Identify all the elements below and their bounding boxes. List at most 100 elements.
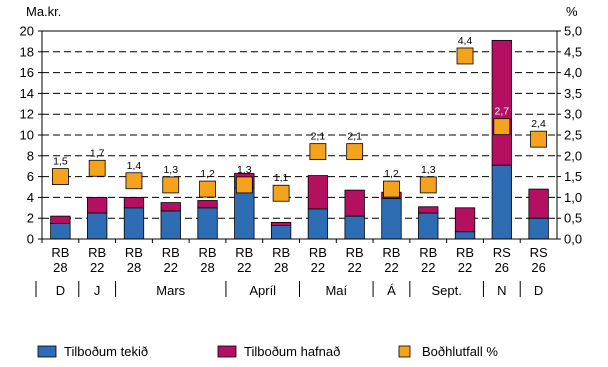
category-label-line1: RB [346,245,364,260]
legend-swatch [398,345,411,358]
right-tick-label: 4,0 [564,65,582,80]
bar-tilbodum-hafnad [160,202,181,212]
ratio-marker [530,130,548,148]
category-label-line2: 28 [274,260,288,275]
right-tick-label: 1,0 [564,190,582,205]
right-tick-label: 1,5 [564,169,582,184]
month-label: N [497,283,506,298]
ratio-label: 1,2 [384,168,399,180]
bar-tilbodum-tekid [50,222,71,240]
ratio-label: 2,1 [311,131,326,143]
bar-tilbodum-tekid [491,164,512,240]
right-tick-label: 5,0 [564,24,582,39]
ratio-marker [383,180,400,198]
ratio-label: 2,4 [531,118,546,130]
right-tick-label: 0,5 [564,211,582,226]
legend-swatch [37,345,57,358]
ratio-label: 1,7 [90,147,105,159]
bar-tilbodum-hafnad [344,189,365,217]
left-tick-label: 8 [27,148,34,163]
bar-tilbodum-tekid [197,207,218,240]
bar-tilbodum-hafnad [197,200,218,209]
left-axis-unit: Ma.kr. [26,4,61,19]
bar-tilbodum-hafnad [50,215,71,224]
ratio-label: 4,4 [458,35,473,47]
ratio-label: 1,2 [200,168,215,180]
category-label-line2: 22 [164,260,178,275]
category-label-line1: RB [199,245,217,260]
ratio-label: 2,1 [347,131,362,143]
right-tick-label: 0,0 [564,232,582,247]
category-label-line1: RB [125,245,143,260]
bar-tilbodum-hafnad [307,175,329,210]
category-label-line1: RB [272,245,290,260]
ratio-label: 1,5 [53,156,68,168]
ratio-label: 1,3 [237,164,252,176]
left-tick-label: 10 [20,128,34,143]
category-label-line1: RB [382,245,400,260]
bar-tilbodum-tekid [528,217,549,240]
category-label-line1: RB [235,245,253,260]
month-label: Maí [325,283,347,298]
bar-tilbodum-tekid [87,212,108,240]
month-label: Mars [156,283,185,298]
category-label-line2: 26 [495,260,509,275]
category-label-line2: 22 [311,260,325,275]
category-label-line2: 22 [237,260,251,275]
ratio-marker [125,172,143,190]
left-tick-label: 2 [27,211,34,226]
ratio-marker [272,184,290,202]
bar-tilbodum-tekid [123,207,145,240]
ratio-marker [51,168,69,186]
left-tick-label: 12 [20,107,34,122]
category-label-line1: RB [51,245,69,260]
ratio-label: 2,7 [495,106,510,118]
category-label-line1: RB [456,245,474,260]
bar-tilbodum-tekid [307,208,329,240]
bar-tilbodum-tekid [234,187,255,240]
category-label-line1: RB [309,245,327,260]
category-label-line2: 22 [384,260,398,275]
bar-tilbodum-tekid [418,212,439,240]
left-tick-label: 0 [27,232,34,247]
ratio-label: 1,3 [421,164,436,176]
category-label-line2: 22 [458,260,472,275]
left-tick-label: 18 [20,44,34,59]
ratio-markers: 1,5 1,7 1,4 1,3 1,2 1,3 1,1 2,1 2,1 1,2 1,3 4,4 2,7 2… [51,35,548,202]
category-label-line1: RS [493,245,511,260]
right-tick-label: 2,0 [564,148,582,163]
ratio-label: 1,1 [274,172,289,184]
month-label: J [94,283,101,298]
category-label-line1: RB [162,245,180,260]
ratio-marker [309,143,327,161]
legend: Tilboðum tekið Tilboðum hafnað Boðhlutfall… [37,344,498,359]
category-label-line2: 28 [127,260,141,275]
legend-swatch [217,345,237,358]
category-label-line2: 22 [347,260,361,275]
left-tick-label: 20 [20,24,34,39]
month-label: D [56,283,65,298]
legend-label: Tilboðum tekið [64,344,148,359]
bar-tilbodum-tekid [270,225,292,240]
category-label-line2: 22 [90,260,104,275]
bars [50,39,549,240]
category-label-line1: RB [88,245,106,260]
category-label-line2: 26 [531,260,545,275]
right-axis-unit: % [566,4,578,19]
category-label-line1: RB [419,245,437,260]
month-label: Á [387,283,396,298]
bar-tilbodum-hafnad [528,188,549,219]
bar-tilbodum-tekid [454,231,476,240]
month-label: D [534,283,543,298]
axes: 0 2 4 6 8 10 12 14 16 18 20 0,0 0,5 1,0 1,5 2,0 2,5 3,0 3,… [20,4,583,298]
bar-tilbodum-hafnad [87,196,108,214]
bar-tilbodum-hafnad [270,221,292,226]
bar-tilbodum-hafnad [418,206,439,214]
month-label: Apríl [249,283,276,298]
gridlines [42,51,557,219]
category-label-line1: RS [530,245,548,260]
bar-tilbodum-tekid [160,210,181,240]
legend-label: Boðhlutfall % [422,344,498,359]
ratio-marker [456,47,474,65]
